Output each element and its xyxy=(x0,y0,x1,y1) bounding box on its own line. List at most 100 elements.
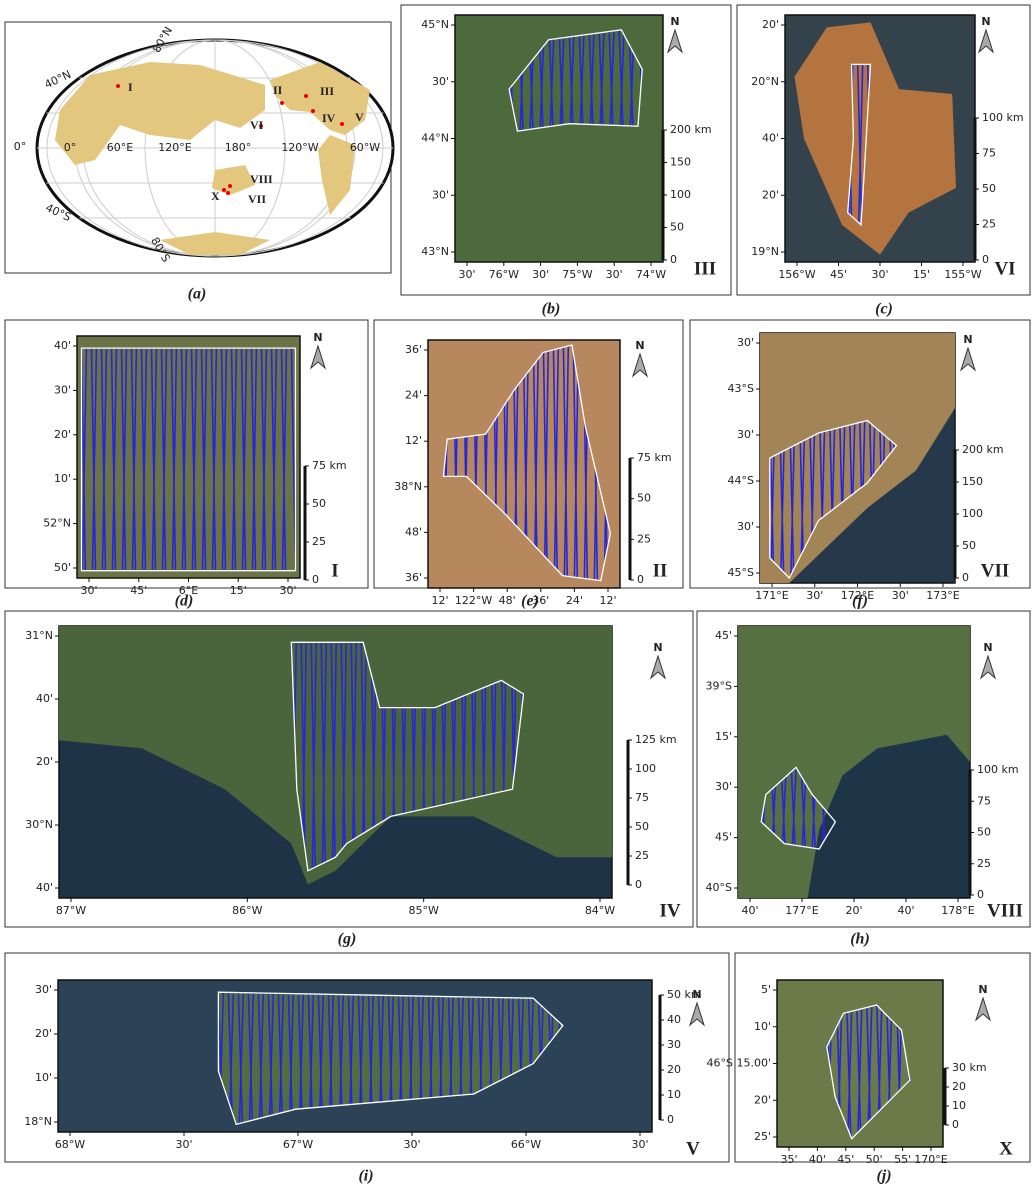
x-tick-label: 87°W xyxy=(56,904,86,917)
x-tick-label: 12' xyxy=(599,594,616,607)
x-tick-label: 45' xyxy=(837,1153,854,1166)
longitude-label: 120°E xyxy=(158,141,191,154)
y-tick-label: 20' xyxy=(35,1027,52,1040)
y-tick-label: 30' xyxy=(737,520,754,533)
panel-caption: (h) xyxy=(850,931,870,948)
scale-label: 30 km xyxy=(952,1061,987,1074)
scale-label: 150 xyxy=(670,156,691,169)
scale-label: 100 xyxy=(635,762,656,775)
site-dot xyxy=(226,191,230,195)
site-dot xyxy=(116,84,120,88)
longitude-label: 60°W xyxy=(350,141,380,154)
scale-label: 75 xyxy=(977,794,991,807)
panel-caption: (j) xyxy=(876,1168,891,1185)
x-tick-label: 156°W xyxy=(778,268,815,281)
scale-label: 25 xyxy=(637,532,651,545)
y-tick-label: 50' xyxy=(54,561,71,574)
y-tick-label: 20' xyxy=(754,1093,771,1106)
panel-caption: (d) xyxy=(175,593,194,610)
y-tick-label: 20' xyxy=(36,755,53,768)
scale-label: 100 xyxy=(670,188,691,201)
y-tick-label: 30' xyxy=(54,383,71,396)
scale-label: 0 xyxy=(667,1113,674,1126)
y-tick-label: 40' xyxy=(762,132,779,145)
scale-label: 25 xyxy=(977,857,991,870)
x-tick-label: 15' xyxy=(913,268,930,281)
y-tick-label: 40°S xyxy=(706,881,732,894)
scale-label: 0 xyxy=(637,573,644,586)
y-tick-label: 30' xyxy=(432,75,449,88)
longitude-label: 120°W xyxy=(281,141,318,154)
x-tick-label: 45' xyxy=(830,268,847,281)
y-tick-label: 36' xyxy=(405,343,422,356)
y-tick-label: 24' xyxy=(405,389,422,402)
scale-label: 75 km xyxy=(637,451,672,464)
x-tick-label: 40' xyxy=(897,904,914,917)
x-tick-label: 155°W xyxy=(944,268,981,281)
x-tick-label: 171°E xyxy=(755,589,788,602)
x-tick-label: 24' xyxy=(566,594,583,607)
scale-label: 0 xyxy=(670,253,677,266)
scale-label: 0 xyxy=(635,878,642,891)
site-label: III xyxy=(320,84,334,98)
y-tick-label: 20°N xyxy=(751,75,779,88)
scale-label: 150 xyxy=(962,475,983,488)
x-tick-label: 30' xyxy=(871,268,888,281)
scale-label: 50 xyxy=(637,492,651,505)
x-tick-label: 30' xyxy=(80,584,97,597)
site-label: III xyxy=(694,258,716,279)
y-tick-label: 45°N xyxy=(421,18,449,31)
y-tick-label: 44°S xyxy=(728,474,754,487)
x-tick-label: 40' xyxy=(809,1153,826,1166)
x-tick-label: 30' xyxy=(532,268,549,281)
panel-caption: (c) xyxy=(875,301,893,318)
site-label: VII xyxy=(248,192,266,206)
site-label: IV xyxy=(322,111,336,125)
x-tick-label: 50' xyxy=(866,1153,883,1166)
panel-caption: (f) xyxy=(852,593,868,610)
x-tick-label: 30' xyxy=(458,268,475,281)
scale-label: 125 km xyxy=(635,733,677,746)
x-tick-label: 30' xyxy=(606,268,623,281)
longitude-label: 180° xyxy=(225,141,252,154)
y-tick-label: 19°N xyxy=(751,245,779,258)
scale-label: 10 xyxy=(667,1088,681,1101)
y-tick-label: 39°S xyxy=(706,679,732,692)
y-tick-label: 20' xyxy=(762,188,779,201)
scale-label: 200 km xyxy=(670,123,712,136)
site-label: X xyxy=(999,1138,1013,1159)
x-tick-label: 177°E xyxy=(785,904,818,917)
x-tick-label: 30' xyxy=(175,1138,192,1151)
x-tick-label: 67°W xyxy=(283,1138,313,1151)
scale-label: 75 km xyxy=(312,459,347,472)
y-tick-label: 18°N xyxy=(24,1115,52,1128)
x-tick-label: 55' xyxy=(894,1153,911,1166)
y-tick-label: 30' xyxy=(737,336,754,349)
scale-label: 50 xyxy=(977,826,991,839)
x-tick-label: 30' xyxy=(806,589,823,602)
y-tick-label: 45°S xyxy=(728,566,754,579)
site-label: VIII xyxy=(250,172,273,186)
latitude-label: 0° xyxy=(14,140,27,153)
panel-caption: (g) xyxy=(338,931,357,948)
north-label: N xyxy=(963,333,972,346)
x-tick-label: 85°W xyxy=(408,904,438,917)
figure: 80°N40°N0°40°S80°S0°60°E120°E180°120°W60… xyxy=(0,0,1036,1185)
north-label: N xyxy=(635,339,644,352)
site-dot xyxy=(222,188,226,192)
site-dot xyxy=(228,184,232,188)
north-label: N xyxy=(670,15,679,28)
x-tick-label: 15' xyxy=(230,584,247,597)
scale-label: 25 xyxy=(312,535,326,548)
x-tick-label: 75°W xyxy=(562,268,592,281)
site-label: VIII xyxy=(987,900,1023,921)
scale-label: 200 km xyxy=(962,443,1004,456)
scale-label: 0 xyxy=(312,573,319,586)
scale-label: 50 xyxy=(312,497,326,510)
y-tick-label: 30' xyxy=(737,428,754,441)
scale-label: 75 xyxy=(982,147,996,160)
panel-caption: (a) xyxy=(188,286,207,303)
site-label: X xyxy=(211,189,220,203)
y-tick-label: 25' xyxy=(754,1130,771,1143)
scale-label: 0 xyxy=(962,571,969,584)
